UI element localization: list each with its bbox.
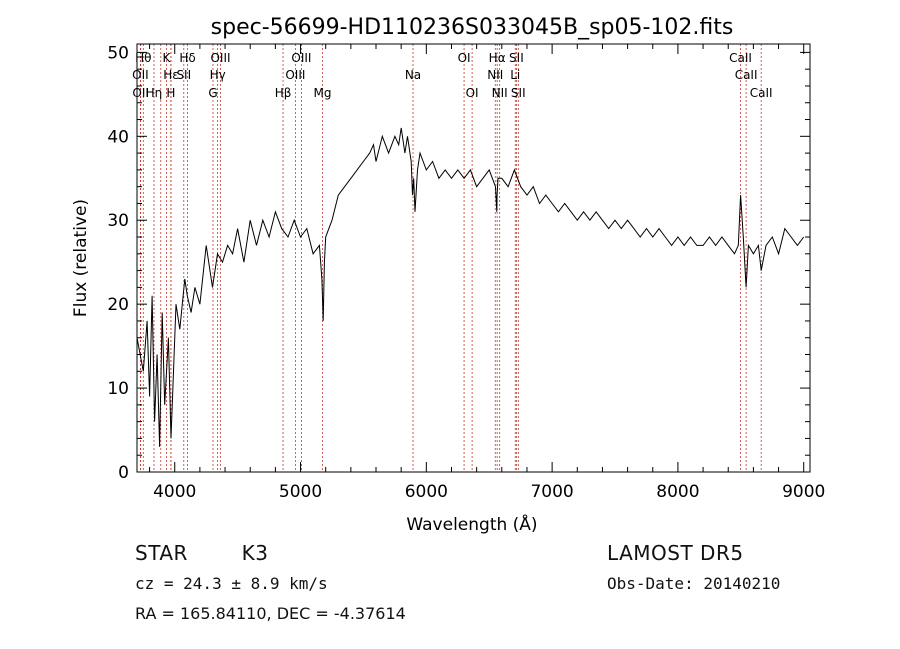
- line-label-25: SII: [511, 86, 526, 100]
- line-label-24: SII: [509, 51, 524, 65]
- x-tick-label-1: 5000: [279, 482, 322, 502]
- plot-frame: [136, 43, 811, 473]
- chart-title: spec-56699-HD110236S033045B_sp05-102.fit…: [211, 15, 734, 40]
- x-tick-label-0: 4000: [153, 482, 196, 502]
- y-tick-label-3: 30: [107, 211, 129, 231]
- line-label-22: NII: [492, 86, 508, 100]
- line-label-14: OIII: [285, 68, 305, 82]
- line-label-3: Hη: [146, 86, 163, 100]
- line-label-6: H: [166, 86, 175, 100]
- line-label-21: Hα: [489, 51, 506, 65]
- line-label-12: OIII: [210, 51, 230, 65]
- line-label-8: SII: [176, 68, 191, 82]
- line-label-28: CaII: [750, 86, 773, 100]
- y-tick-label-1: 10: [107, 379, 129, 399]
- x-tick-label-3: 7000: [530, 482, 573, 502]
- line-label-16: Mg: [314, 86, 332, 100]
- y-tick-label-0: 0: [118, 463, 129, 483]
- spectral-line-labels: HθOIIOIIHηKHHεSIIHδGHγOIIIHβOIIIOIIIMgNa…: [132, 51, 772, 100]
- object-subclass-label: K3: [241, 541, 269, 565]
- spectral-line-markers: [139, 44, 762, 472]
- survey-label: LAMOST DR5: [607, 541, 744, 565]
- x-tick-label-4: 8000: [656, 482, 699, 502]
- line-label-17: Na: [405, 68, 421, 82]
- line-label-20: NII: [487, 68, 503, 82]
- line-label-0: Hθ: [135, 51, 151, 65]
- y-axis-ticks: 0 10 20 30 40 50: [107, 43, 810, 483]
- line-label-26: CaII: [729, 51, 752, 65]
- line-label-27: CaII: [735, 68, 758, 82]
- line-label-13: Hβ: [275, 86, 292, 100]
- line-label-11: Hγ: [210, 68, 226, 82]
- redshift-velocity-label: cz = 24.3 ± 8.9 km/s: [135, 574, 328, 593]
- line-label-18: OI: [458, 51, 471, 65]
- line-label-23: Li: [510, 68, 520, 82]
- observation-date-label: Obs-Date: 20140210: [607, 574, 781, 593]
- line-label-5: K: [162, 51, 171, 65]
- y-tick-label-4: 40: [107, 127, 129, 147]
- line-label-7: Hε: [163, 68, 179, 82]
- coordinates-label: RA = 165.84110, DEC = -4.37614: [135, 604, 406, 623]
- line-label-10: G: [208, 86, 217, 100]
- flux-series-line: [136, 127, 805, 447]
- x-axis-label: Wavelength (Å): [406, 513, 537, 535]
- y-tick-label-5: 50: [107, 43, 129, 63]
- y-axis-label: Flux (relative): [71, 199, 91, 317]
- line-label-15: OIII: [291, 51, 311, 65]
- y-tick-label-2: 20: [107, 295, 129, 315]
- x-axis-ticks: 4000 5000 6000 7000 8000 9000: [149, 44, 825, 502]
- line-label-9: Hδ: [179, 51, 195, 65]
- object-class-label: STAR: [135, 541, 188, 565]
- x-tick-label-2: 6000: [405, 482, 448, 502]
- x-tick-label-5: 9000: [782, 482, 825, 502]
- line-label-1: OII: [132, 68, 149, 82]
- line-label-19: OI: [466, 86, 479, 100]
